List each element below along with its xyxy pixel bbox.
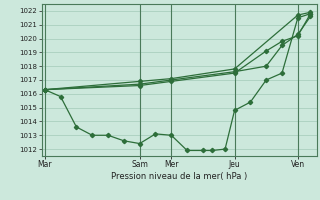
X-axis label: Pression niveau de la mer( hPa ): Pression niveau de la mer( hPa ) <box>111 172 247 181</box>
